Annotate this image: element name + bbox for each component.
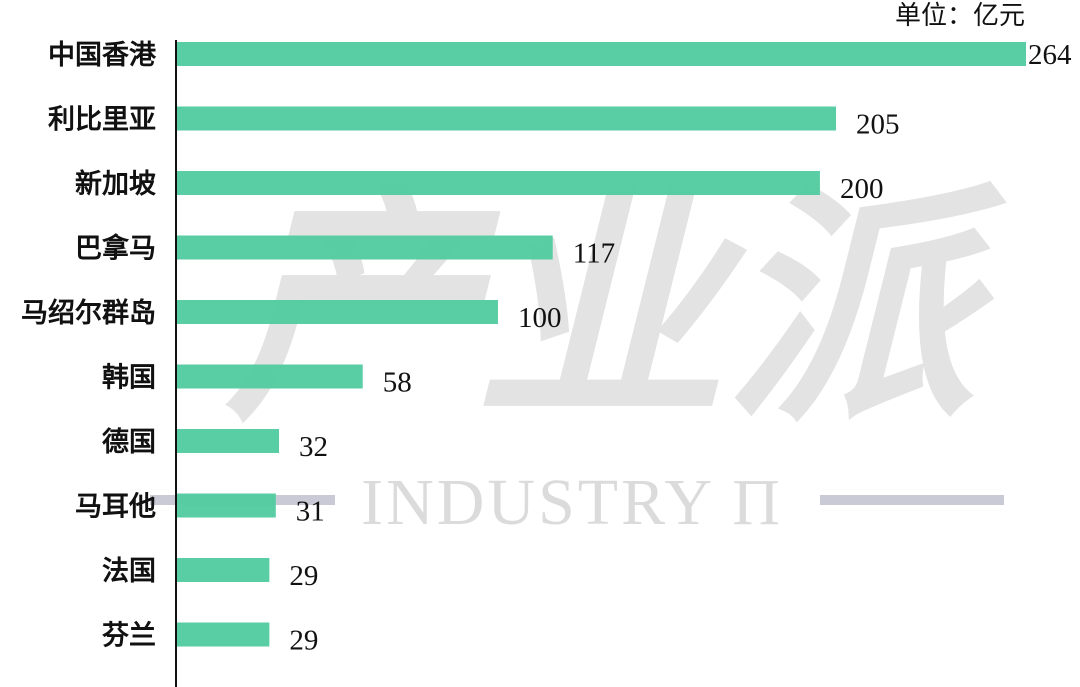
value-label-5: 58 — [383, 367, 412, 399]
bar-8 — [176, 558, 270, 582]
value-label-1: 205 — [856, 109, 900, 141]
value-label-3: 117 — [573, 238, 615, 270]
value-label-2: 200 — [840, 173, 884, 205]
unit-label: 单位：亿元 — [895, 1, 1025, 31]
bar-0 — [176, 42, 1026, 66]
watermark-en-text: INDUSTRY Π — [361, 466, 783, 539]
category-label-5: 韩国 — [102, 363, 156, 394]
category-label-1: 利比里亚 — [48, 105, 156, 136]
category-label-8: 法国 — [102, 556, 156, 587]
category-label-7: 马耳他 — [75, 492, 156, 523]
category-label-2: 新加坡 — [75, 168, 156, 200]
bar-5 — [176, 364, 363, 389]
bar-2 — [176, 171, 820, 195]
category-label-4: 马绍尔群岛 — [21, 297, 156, 329]
bar-7 — [176, 493, 276, 518]
bar-6 — [176, 429, 280, 453]
bar-1 — [176, 106, 837, 131]
value-label-0: 264 — [1028, 39, 1072, 71]
category-label-0: 中国香港 — [48, 40, 157, 71]
bar-3 — [176, 235, 553, 260]
bar-9 — [176, 622, 270, 647]
value-label-9: 29 — [289, 625, 318, 657]
value-label-8: 29 — [289, 560, 318, 592]
bar-4 — [176, 300, 498, 324]
value-label-7: 31 — [296, 496, 325, 528]
bars-group — [176, 42, 1026, 647]
value-label-6: 32 — [299, 431, 328, 463]
value-label-4: 100 — [518, 302, 562, 334]
category-label-9: 芬兰 — [102, 621, 156, 652]
category-label-6: 德国 — [102, 427, 156, 458]
value-labels: 264 205 200 117 100 58 32 31 29 29 — [289, 39, 1072, 657]
category-label-3: 巴拿马 — [75, 233, 156, 265]
